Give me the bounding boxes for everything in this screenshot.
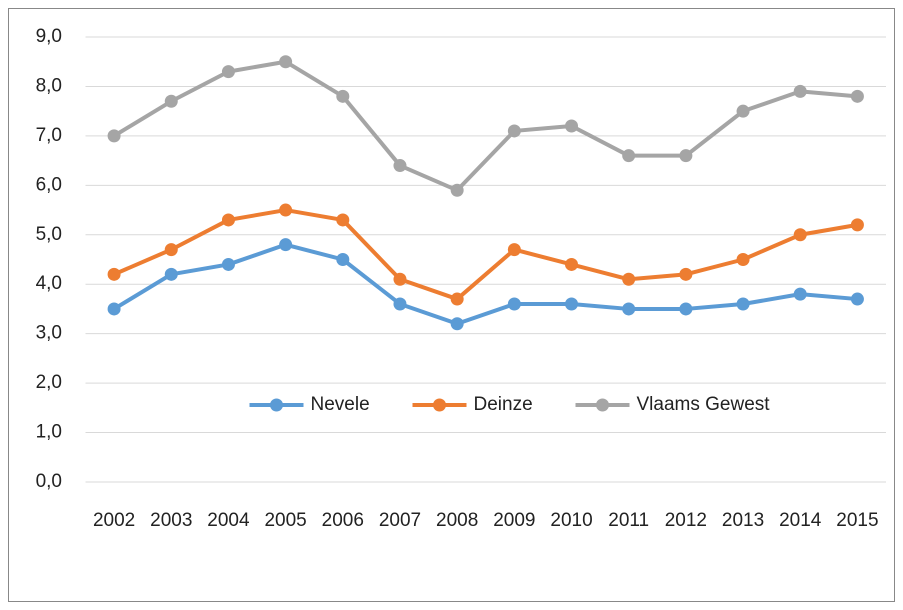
point	[107, 129, 121, 143]
point	[793, 228, 807, 242]
x-tick-label: 2006	[322, 510, 364, 531]
x-tick-label: 2013	[722, 510, 764, 531]
point	[450, 317, 464, 331]
point	[850, 89, 864, 103]
point	[679, 267, 693, 281]
legend-marker	[270, 398, 283, 412]
point	[279, 238, 293, 252]
x-tick-label: 2009	[493, 510, 535, 531]
series-line	[113, 208, 858, 302]
point	[164, 243, 178, 257]
point	[279, 55, 293, 69]
legend-label: Deinze	[474, 394, 533, 415]
legend-marker	[596, 398, 609, 412]
point	[279, 203, 293, 217]
point	[622, 302, 636, 316]
x-tick-label: 2012	[665, 510, 707, 531]
x-tick-label: 2005	[264, 510, 306, 531]
point	[221, 65, 235, 79]
y-tick-label: 4,0	[36, 273, 62, 294]
series-line	[113, 242, 858, 326]
x-tick-label: 2004	[207, 510, 250, 531]
y-tick-label: 2,0	[36, 372, 62, 393]
y-tick-label: 0,0	[36, 471, 62, 492]
x-tick-label: 2011	[608, 510, 649, 531]
x-tick-label: 2007	[379, 510, 421, 531]
series-line	[113, 59, 858, 193]
point	[565, 297, 579, 311]
point	[336, 253, 350, 266]
point	[736, 253, 750, 266]
legend-marker	[433, 398, 446, 412]
x-tick-label: 2010	[550, 510, 592, 531]
point	[622, 149, 636, 163]
point	[736, 104, 750, 118]
y-tick-label: 6,0	[36, 174, 62, 195]
point	[850, 292, 864, 306]
point	[507, 297, 521, 311]
y-tick-label: 1,0	[36, 422, 62, 443]
point	[450, 292, 464, 306]
point	[107, 302, 121, 316]
point	[164, 94, 178, 108]
y-tick-label: 5,0	[36, 224, 62, 245]
point	[336, 213, 350, 227]
point	[679, 302, 693, 316]
point	[393, 272, 407, 286]
point	[793, 84, 807, 98]
point	[507, 243, 521, 257]
point	[850, 218, 864, 232]
point	[565, 119, 579, 133]
point	[565, 257, 579, 271]
x-tick-label: 2002	[93, 510, 135, 531]
y-tick-label: 7,0	[36, 125, 62, 146]
y-tick-label: 9,0	[36, 26, 62, 47]
x-tick-label: 2014	[779, 510, 822, 531]
point	[164, 267, 178, 281]
point	[736, 297, 750, 311]
point	[507, 124, 521, 138]
point	[221, 257, 235, 271]
legend-label: Nevele	[311, 394, 370, 415]
legend-label: Vlaams Gewest	[637, 394, 771, 415]
y-tick-label: 8,0	[36, 75, 62, 96]
point	[336, 89, 350, 103]
point	[450, 183, 464, 197]
point	[793, 287, 807, 301]
x-tick-label: 2015	[836, 510, 878, 531]
point	[221, 213, 235, 227]
point	[622, 272, 636, 286]
point	[393, 159, 407, 173]
x-tick-label: 2003	[150, 510, 192, 531]
point	[679, 149, 693, 163]
x-tick-label: 2008	[436, 510, 478, 531]
point	[393, 297, 407, 311]
y-tick-label: 3,0	[36, 323, 62, 344]
point	[107, 267, 121, 281]
